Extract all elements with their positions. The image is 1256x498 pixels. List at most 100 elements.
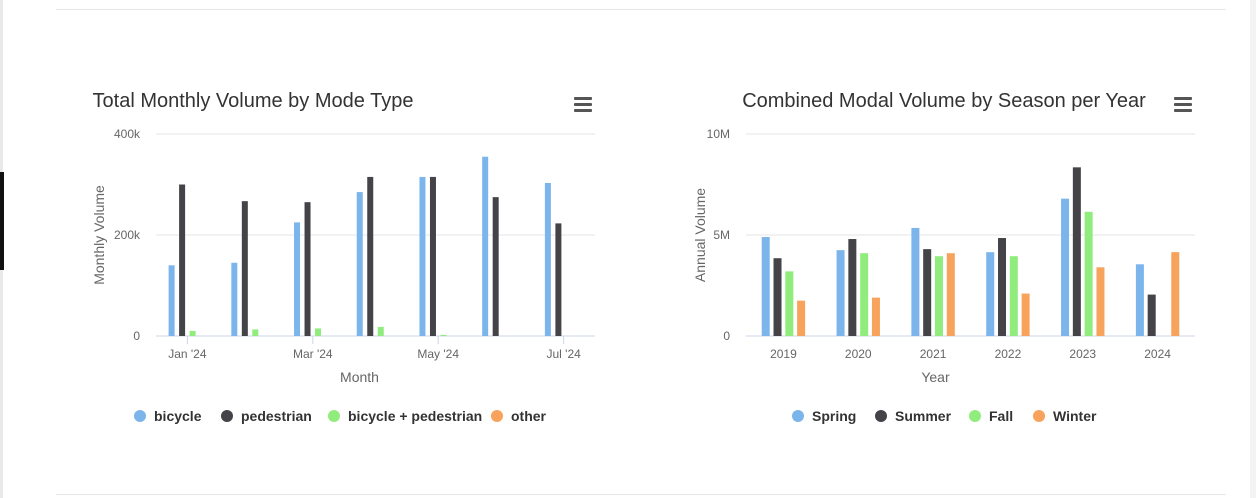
bottom-divider [56, 494, 1226, 495]
legend-label: Spring [812, 408, 856, 424]
bar[interactable] [179, 184, 186, 337]
bar[interactable] [860, 253, 869, 336]
bar[interactable] [1021, 293, 1030, 336]
bar[interactable] [168, 265, 175, 336]
menu-line [574, 103, 592, 106]
bar[interactable] [1009, 256, 1018, 336]
legend-swatch [134, 410, 146, 422]
y-tick-label: 10M [707, 127, 730, 141]
bar[interactable] [356, 192, 363, 336]
x-tick-label: 2022 [995, 347, 1022, 361]
bar[interactable] [482, 156, 489, 336]
bar[interactable] [946, 253, 955, 336]
legend-label: other [511, 408, 547, 424]
menu-line [574, 97, 592, 100]
legend-item[interactable]: pedestrian [221, 408, 312, 424]
bar[interactable] [315, 328, 322, 336]
legend-swatch [1033, 410, 1045, 422]
bar[interactable] [934, 256, 943, 336]
bar[interactable] [1096, 267, 1105, 336]
bar[interactable] [923, 249, 932, 336]
legend-swatch [969, 410, 981, 422]
monthly-volume-chart-svg: Total Monthly Volume by Mode Type 0 200k 40… [91, 90, 595, 424]
legend-label: Winter [1053, 408, 1097, 424]
bar[interactable] [911, 227, 920, 336]
hamburger-menu-icon[interactable] [1174, 97, 1192, 112]
bar[interactable] [773, 258, 782, 336]
legend-item[interactable]: other [491, 408, 547, 424]
x-axis-title: Month [340, 369, 379, 385]
y-axis-title: Monthly Volume [91, 185, 107, 285]
bar[interactable] [998, 238, 1007, 336]
x-tick-label: Jan '24 [168, 347, 207, 361]
x-tick-label: 2020 [845, 347, 872, 361]
bar[interactable] [785, 271, 794, 336]
legend-swatch [491, 410, 503, 422]
legend-swatch [328, 410, 340, 422]
legend-item[interactable]: Winter [1033, 408, 1097, 424]
bar[interactable] [1147, 294, 1156, 336]
bar[interactable] [871, 297, 880, 336]
bar[interactable] [440, 334, 447, 336]
bar[interactable] [377, 326, 384, 336]
bar[interactable] [189, 330, 196, 336]
x-tick-label: 2024 [1144, 347, 1171, 361]
legend-item[interactable]: bicycle + pedestrian [328, 408, 482, 424]
bar[interactable] [1084, 211, 1093, 336]
y-tick-label: 200k [114, 228, 141, 242]
seasonal-volume-chart-svg: Combined Modal Volume by Season per Year… [692, 90, 1195, 424]
legend-swatch [875, 410, 887, 422]
left-edge-dark-strip [0, 172, 4, 270]
x-axis-title: Year [921, 369, 950, 385]
bar[interactable] [761, 237, 770, 336]
y-tick-label: 400k [114, 127, 141, 141]
legend-item[interactable]: Summer [875, 408, 952, 424]
bar[interactable] [231, 262, 238, 336]
chart-title: Combined Modal Volume by Season per Year [742, 90, 1146, 112]
legend-swatch [221, 410, 233, 422]
bar[interactable] [544, 182, 551, 336]
right-window-edge [1250, 0, 1256, 498]
bar[interactable] [419, 176, 426, 336]
seasonal-volume-chart: Combined Modal Volume by Season per Year… [690, 0, 1230, 460]
x-tick-label: Jul '24 [546, 347, 581, 361]
bar[interactable] [797, 300, 806, 336]
x-tick-label: 2021 [920, 347, 947, 361]
bar[interactable] [252, 329, 259, 336]
bar[interactable] [294, 222, 301, 336]
menu-line [1174, 97, 1192, 100]
legend-item[interactable]: Spring [792, 408, 856, 424]
legend-label: Fall [989, 408, 1013, 424]
x-tick-label: 2023 [1069, 347, 1096, 361]
top-divider [56, 9, 1226, 10]
legend-label: pedestrian [241, 408, 312, 424]
legend-label: bicycle + pedestrian [348, 408, 482, 424]
bar[interactable] [836, 250, 845, 336]
chart-title: Total Monthly Volume by Mode Type [93, 90, 414, 112]
bar[interactable] [1171, 252, 1180, 336]
x-tick-label: Mar '24 [293, 347, 333, 361]
legend-item[interactable]: bicycle [134, 408, 202, 424]
y-tick-label: 0 [723, 329, 730, 343]
y-tick-label: 5M [713, 228, 730, 242]
bar[interactable] [367, 176, 374, 336]
bar[interactable] [492, 197, 499, 336]
bar[interactable] [1072, 167, 1081, 336]
bar[interactable] [1135, 264, 1144, 336]
bar[interactable] [555, 223, 562, 336]
hamburger-menu-icon[interactable] [574, 97, 592, 112]
legend-label: bicycle [154, 408, 202, 424]
bar[interactable] [986, 252, 995, 336]
bar[interactable] [241, 201, 248, 336]
menu-line [1174, 103, 1192, 106]
menu-line [1174, 109, 1192, 112]
x-tick-label: May '24 [417, 347, 459, 361]
y-tick-label: 0 [133, 329, 140, 343]
bar[interactable] [848, 239, 857, 336]
bar[interactable] [1061, 198, 1070, 336]
legend-label: Summer [895, 408, 952, 424]
bar[interactable] [304, 202, 311, 336]
menu-line [574, 109, 592, 112]
bar[interactable] [429, 176, 436, 336]
legend-item[interactable]: Fall [969, 408, 1013, 424]
